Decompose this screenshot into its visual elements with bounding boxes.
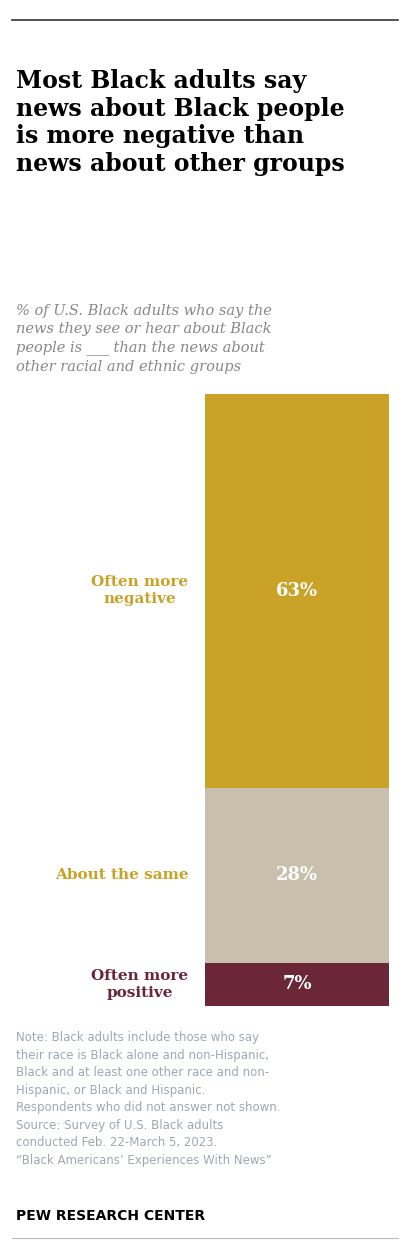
Bar: [204, 788, 389, 962]
Text: % of U.S. Black adults who say the
news they see or hear about Black
people is _: % of U.S. Black adults who say the news …: [16, 304, 272, 374]
Text: 63%: 63%: [276, 581, 317, 600]
Text: Note: Black adults include those who say
their race is Black alone and non-Hispa: Note: Black adults include those who say…: [16, 1031, 280, 1166]
Text: 7%: 7%: [282, 975, 311, 994]
Text: 28%: 28%: [276, 866, 317, 884]
Bar: [204, 962, 389, 1006]
Text: PEW RESEARCH CENTER: PEW RESEARCH CENTER: [16, 1209, 205, 1222]
Bar: [204, 394, 389, 788]
Text: Most Black adults say
news about Black people
is more negative than
news about o: Most Black adults say news about Black p…: [16, 69, 344, 176]
Text: Often more
negative: Often more negative: [91, 575, 188, 606]
Text: About the same: About the same: [55, 867, 188, 882]
Text: Often more
positive: Often more positive: [91, 969, 188, 1000]
